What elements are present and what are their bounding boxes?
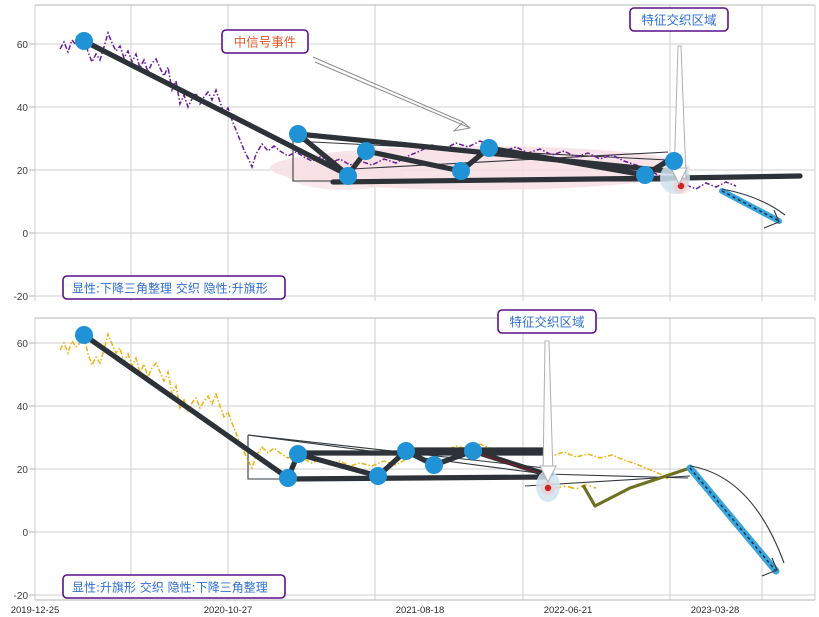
y-tick-label: 40 xyxy=(17,402,29,413)
signal-event-arrow-top xyxy=(312,56,472,132)
legend-top-label: 显性:下降三角整理 交织 隐性:升旗形 xyxy=(72,281,268,296)
signal-dot-top xyxy=(673,178,689,194)
y-tick-label: -20 xyxy=(14,591,29,602)
olive-zigzag-path xyxy=(581,466,691,508)
legend-bottom-label: 显性:升旗形 交织 隐性:下降三角整理 xyxy=(72,580,268,595)
annotation-interweave-zone-label: 特征交织区域 xyxy=(509,315,584,330)
annotation-signal-event-label: 中信号事件 xyxy=(234,35,297,50)
annotation-signal-event-top[interactable]: 中信号事件 xyxy=(221,29,309,54)
y-axis-ticks-bottom: 60 40 20 0 -20 xyxy=(14,339,35,602)
y-tick-label: 20 xyxy=(17,166,29,177)
legend-bottom[interactable]: 显性:升旗形 交织 隐性:下降三角整理 xyxy=(62,574,286,599)
legend-top[interactable]: 显性:下降三角整理 交织 隐性:升旗形 xyxy=(62,275,286,300)
y-tick-label: 40 xyxy=(17,103,29,114)
y-tick-label: -20 xyxy=(14,292,29,303)
x-tick-label: 2023-03-28 xyxy=(691,605,740,616)
y-tick-label: 60 xyxy=(17,339,29,350)
x-tick-label: 2022-06-21 xyxy=(544,605,593,616)
x-tick-label: 2019-12-25 xyxy=(11,605,60,616)
top-chart-svg: 60 40 20 0 -20 xyxy=(14,4,816,303)
y-tick-label: 0 xyxy=(22,528,28,539)
bottom-chart-svg: 60 40 20 0 -20 xyxy=(11,309,816,616)
y-tick-label: 0 xyxy=(22,229,28,240)
x-axis-ticks: 2019-12-25 2020-10-27 2021-08-18 2022-06… xyxy=(11,605,740,616)
x-tick-label: 2020-10-27 xyxy=(204,605,253,616)
price-series-purple-top xyxy=(59,30,669,183)
forecast-arrow-bottom xyxy=(686,464,785,577)
y-axis-ticks-top: 60 40 20 0 -20 xyxy=(14,40,35,303)
y-tick-label: 20 xyxy=(17,465,29,476)
annotation-interweave-zone-bottom[interactable]: 特征交织区域 xyxy=(497,309,597,334)
top-chart-panel: 60 40 20 0 -20 xyxy=(0,0,819,308)
zone-leader-line-top xyxy=(670,45,688,186)
y-tick-label: 60 xyxy=(17,40,29,51)
forecast-arrow-top xyxy=(719,188,786,229)
annotation-interweave-zone-top[interactable]: 特征交织区域 xyxy=(629,7,729,32)
forecast-series-purple-top xyxy=(675,181,737,190)
x-tick-label: 2021-08-18 xyxy=(396,605,445,616)
zone-leader-line-bottom xyxy=(539,340,557,484)
annotation-interweave-zone-label: 特征交织区域 xyxy=(641,13,716,28)
overlay-line-bottom xyxy=(472,451,546,476)
bottom-chart-panel: 60 40 20 0 -20 xyxy=(0,308,819,617)
signal-dot-bottom xyxy=(541,481,555,495)
